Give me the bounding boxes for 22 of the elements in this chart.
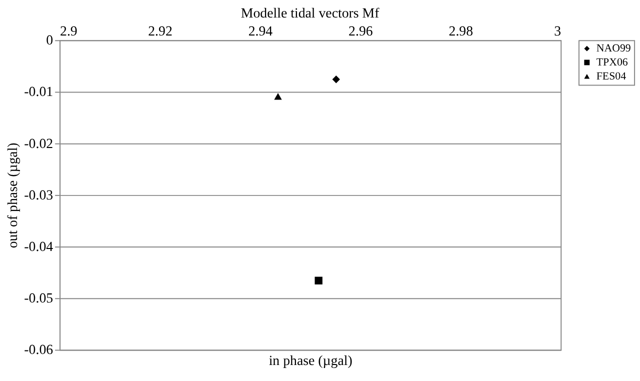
chart-title: Modelle tidal vectors Mf — [240, 6, 380, 22]
x-tick-label: 2.96 — [348, 24, 373, 40]
y-tick-label: 0 — [46, 34, 54, 49]
legend-label: FES04 — [596, 70, 627, 82]
point — [314, 276, 322, 284]
y-axis-title: out of phase (µgal) — [6, 142, 22, 248]
point — [332, 76, 340, 84]
y-tick-label: -0.04 — [24, 240, 54, 255]
x-tick-label: 2.94 — [248, 24, 273, 40]
y-tick-label: -0.05 — [24, 292, 54, 307]
y-tick-label: -0.06 — [24, 343, 54, 358]
x-tick-label: 2.9 — [60, 24, 78, 40]
x-tick-label: 2.98 — [448, 24, 474, 40]
x-axis-title: in phase (µgal) — [268, 354, 353, 370]
point — [274, 93, 282, 100]
x-tick-label: 3 — [554, 24, 562, 40]
legend-label: TPX06 — [596, 56, 628, 68]
y-tick-label: -0.01 — [24, 85, 54, 100]
legend-label: NAO99 — [596, 42, 631, 55]
y-tick-label: -0.02 — [24, 136, 54, 152]
y-tick-label: -0.03 — [24, 188, 54, 204]
x-tick-label: 2.92 — [148, 24, 172, 40]
